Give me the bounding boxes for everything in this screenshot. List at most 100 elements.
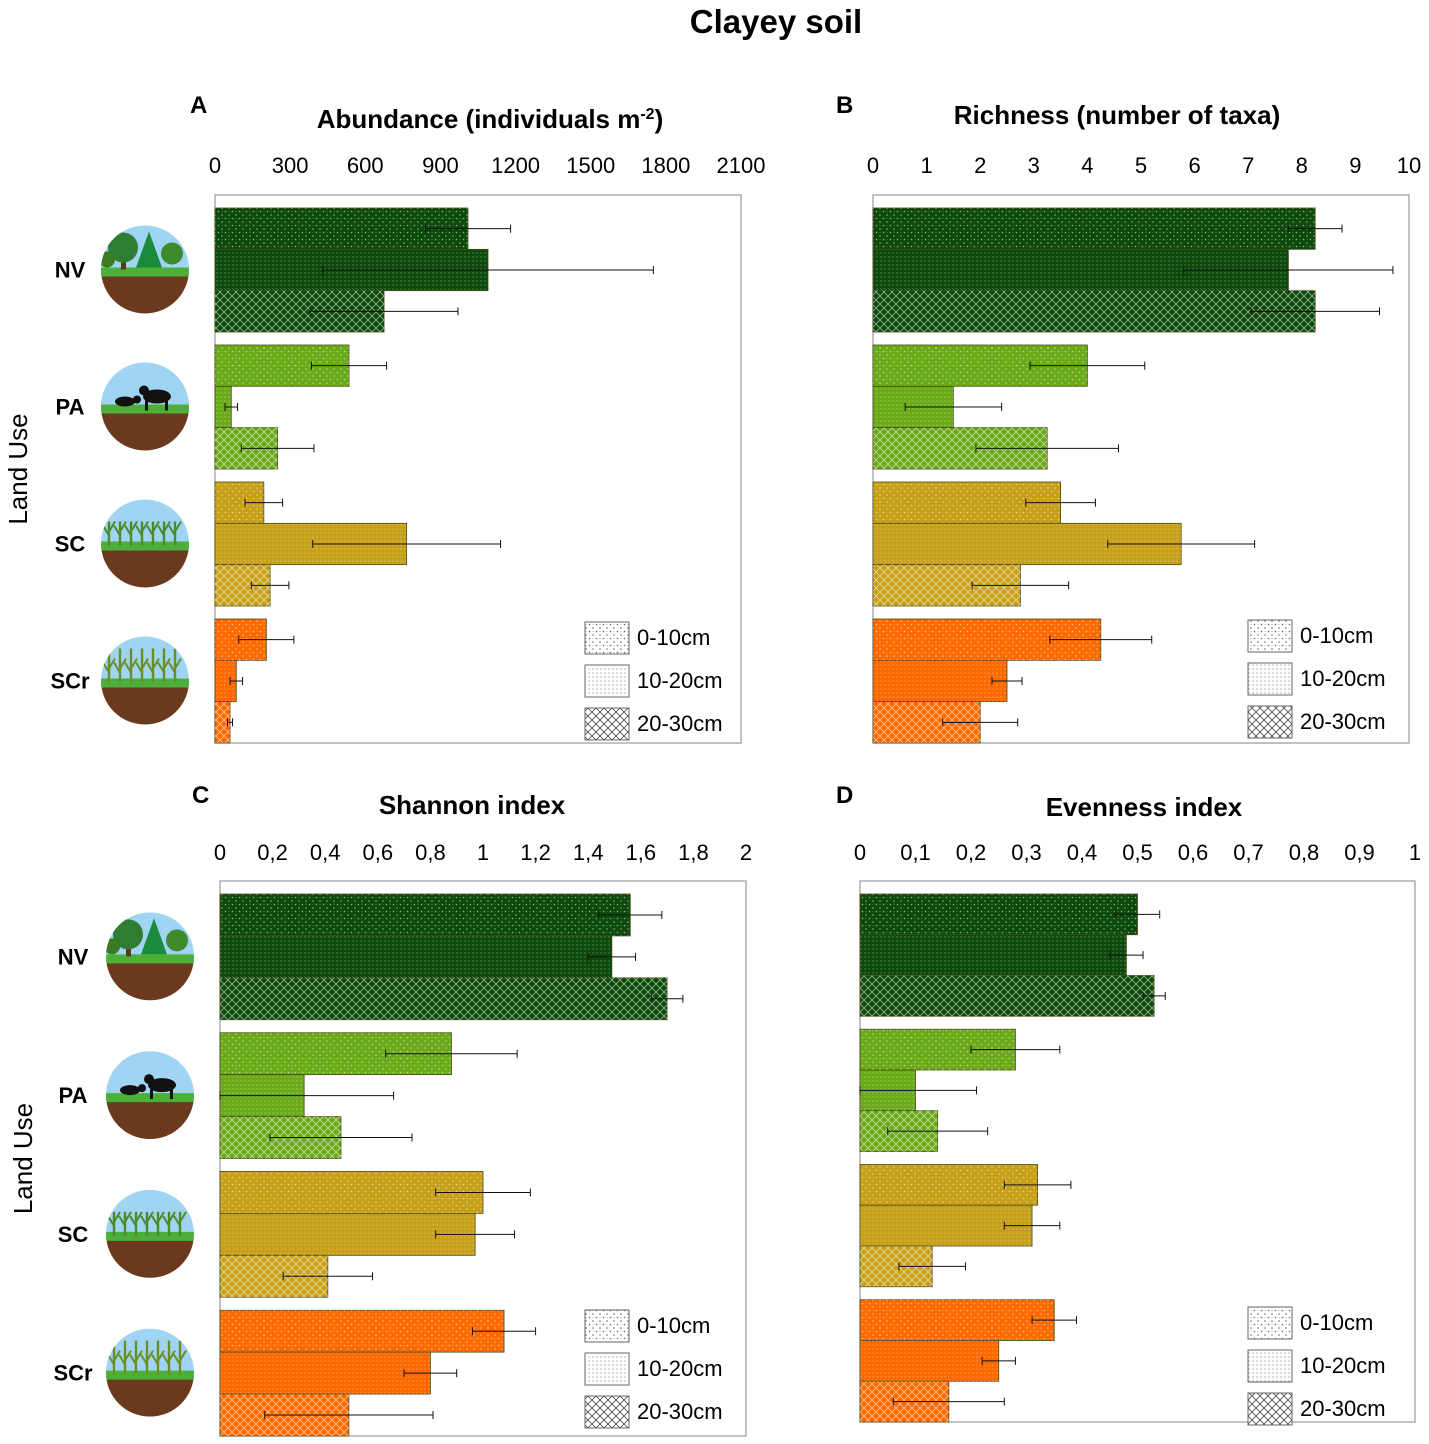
panel-a-letter: A (190, 92, 207, 119)
legend-label-20-30cm: 20-30cm (637, 711, 723, 736)
bar-pattern-nv-20-30cm (860, 975, 1155, 1017)
legend-label-0-10cm: 0-10cm (1300, 1310, 1373, 1335)
x-tick-label: 1,2 (520, 840, 551, 865)
icon-pa (101, 362, 189, 451)
bar-pattern-pa-10-20cm (215, 386, 232, 428)
legend-label-10-20cm: 10-20cm (637, 668, 723, 693)
x-tick-label: 0,6 (363, 840, 394, 865)
legend-label-10-20cm: 10-20cm (1300, 1353, 1386, 1378)
x-tick-label: 3 (1028, 153, 1040, 178)
x-tick-label: 7 (1242, 153, 1254, 178)
x-tick-label: 1 (920, 153, 932, 178)
category-label-scr: SCr (50, 669, 90, 694)
legend-label-0-10cm: 0-10cm (1300, 623, 1373, 648)
bar-pattern-scr-10-20cm (215, 660, 237, 702)
legend-label-20-30cm: 20-30cm (1300, 1396, 1386, 1421)
figure-title: Clayey soil (690, 3, 862, 40)
x-tick-label: 0 (209, 153, 221, 178)
bar-pattern-scr-10-20cm (873, 660, 1007, 702)
bar-pattern-scr-20-30cm (215, 701, 231, 743)
x-tick-label: 2100 (717, 153, 766, 178)
x-tick-label: 0 (214, 840, 226, 865)
legend-swatch-pattern-10-20cm (1248, 663, 1292, 695)
x-tick-label: 0,6 (1178, 840, 1209, 865)
x-tick-label: 2 (974, 153, 986, 178)
x-tick-label: 0,2 (257, 840, 288, 865)
x-tick-label: 0 (867, 153, 879, 178)
x-tick-label: 9 (1349, 153, 1361, 178)
panel-d-title: Evenness index (1046, 792, 1243, 822)
x-tick-label: 900 (422, 153, 459, 178)
panel-b-letter: B (836, 92, 853, 119)
bar-pattern-nv-10-20cm (860, 934, 1127, 976)
legend-label-20-30cm: 20-30cm (1300, 709, 1386, 734)
x-tick-label: 1 (1409, 840, 1421, 865)
panel-c-letter: C (192, 782, 209, 809)
x-tick-label: 6 (1188, 153, 1200, 178)
panel-c-title: Shannon index (379, 790, 566, 820)
y-axis-label: Land Use (8, 1103, 38, 1214)
bar-pattern-nv-20-30cm (220, 977, 668, 1020)
bar-pattern-nv-20-30cm (873, 290, 1316, 332)
icon-scr (101, 636, 189, 725)
x-tick-label: 10 (1397, 153, 1421, 178)
x-tick-label: 1800 (641, 153, 690, 178)
x-tick-label: 0,8 (415, 840, 446, 865)
category-label-sc: SC (55, 532, 86, 557)
x-tick-label: 1500 (566, 153, 615, 178)
legend-swatch-pattern-10-20cm (585, 1353, 629, 1385)
icon-sc (101, 499, 189, 588)
legend-swatch-pattern-0-10cm (1248, 620, 1292, 652)
x-tick-label: 2 (740, 840, 752, 865)
bar-pattern-nv-0-10cm (220, 894, 631, 936)
y-axis-label: Land Use (3, 413, 33, 524)
legend-swatch-pattern-20-30cm (585, 708, 629, 740)
bar-pattern-scr-10-20cm (860, 1340, 999, 1382)
legend-label-10-20cm: 10-20cm (1300, 666, 1386, 691)
legend-label-20-30cm: 20-30cm (637, 1399, 723, 1424)
bar-pattern-nv-0-10cm (860, 894, 1138, 935)
category-label-pa: PA (59, 1083, 88, 1108)
x-tick-label: 1,4 (573, 840, 604, 865)
x-tick-label: 0 (854, 840, 866, 865)
legend-label-0-10cm: 0-10cm (637, 1313, 710, 1338)
bar-pattern-nv-10-20cm (220, 935, 612, 978)
bar-pattern-nv-0-10cm (873, 208, 1316, 250)
x-tick-label: 0,2 (956, 840, 987, 865)
legend-swatch-pattern-10-20cm (1248, 1350, 1292, 1382)
panel-d: D Evenness index 0 0,1 0,2 0,3 0,4 0,5 0,6 0,7 0,8… (836, 782, 1421, 1426)
x-tick-label: 5 (1135, 153, 1147, 178)
bar-pattern-scr-0-10cm (220, 1310, 505, 1353)
bar-pattern-scr-10-20cm (220, 1352, 431, 1395)
legend-label-0-10cm: 0-10cm (637, 625, 710, 650)
panel-a: A Abundance (individuals m-2) 0 300 600 900 12… (3, 92, 766, 744)
category-label-pa: PA (56, 395, 85, 420)
panel-b: B Richness (number of taxa) 0 1 2 3 4 5 6 7 8 9 10 0-… (836, 92, 1421, 744)
legend-swatch-pattern-20-30cm (1248, 706, 1292, 738)
x-tick-label: 1,8 (678, 840, 709, 865)
x-tick-label: 300 (272, 153, 309, 178)
legend-swatch-pattern-20-30cm (1248, 1393, 1292, 1425)
x-tick-label: 1200 (491, 153, 540, 178)
legend-label-10-20cm: 10-20cm (637, 1356, 723, 1381)
category-label-nv: NV (55, 258, 86, 283)
category-label-scr: SCr (53, 1361, 93, 1386)
x-tick-label: 8 (1296, 153, 1308, 178)
icon-nv (106, 912, 194, 1001)
category-label-sc: SC (58, 1222, 89, 1247)
icon-pa (106, 1051, 194, 1140)
x-tick-label: 0,3 (1011, 840, 1042, 865)
x-tick-label: 0,1 (900, 840, 931, 865)
x-tick-label: 1,6 (626, 840, 657, 865)
x-tick-label: 0,7 (1233, 840, 1264, 865)
x-tick-label: 0,5 (1122, 840, 1153, 865)
x-tick-label: 1 (477, 840, 489, 865)
x-tick-label: 600 (347, 153, 384, 178)
icon-sc (106, 1189, 194, 1278)
panel-d-letter: D (836, 782, 853, 809)
category-label-nv: NV (58, 944, 89, 969)
legend-swatch-pattern-0-10cm (1248, 1307, 1292, 1339)
x-tick-label: 4 (1081, 153, 1093, 178)
panel-c: C Shannon index 0 0,2 0,4 0,6 0,8 1 1,2 1,4 1,6 1,8… (8, 782, 752, 1437)
